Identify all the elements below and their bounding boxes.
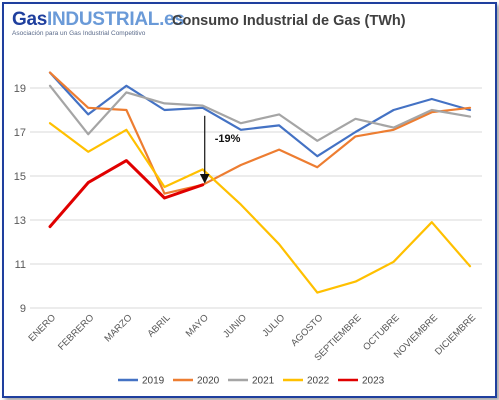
logo-text-gas: Gas bbox=[12, 9, 48, 30]
series-line-2020 bbox=[48, 71, 472, 195]
logo-tagline: Asociación para un Gas Industrial Compet… bbox=[12, 30, 146, 37]
x-tick-label: MARZO bbox=[102, 312, 134, 344]
x-tick-label: JUNIO bbox=[221, 312, 249, 340]
logo-wordmark: GasINDUSTRIAL.es bbox=[12, 10, 185, 29]
logo-text-industrial: INDUSTRIAL.es bbox=[47, 9, 185, 30]
chart-title: Consumo Industrial de Gas (TWh) bbox=[172, 13, 406, 29]
x-tick-label: DICIEMBRE bbox=[433, 312, 478, 357]
logo: GasINDUSTRIAL.es Asociación para un Gas … bbox=[12, 10, 185, 38]
legend-label-2020: 2020 bbox=[197, 376, 220, 387]
x-tick-label: ABRIL bbox=[145, 312, 172, 339]
legend-label-2021: 2021 bbox=[252, 376, 275, 387]
x-tick-label: FEBRERO bbox=[56, 312, 96, 352]
y-tick-label: 17 bbox=[14, 127, 26, 139]
y-tick-label: 15 bbox=[14, 171, 26, 183]
y-tick-label: 19 bbox=[14, 83, 26, 95]
x-tick-label: OCTUBRE bbox=[361, 312, 402, 353]
annotation-label: -19% bbox=[215, 133, 241, 145]
x-tick-label: JULIO bbox=[260, 312, 287, 339]
x-tick-label: ENERO bbox=[26, 312, 58, 344]
y-tick-label: 13 bbox=[14, 215, 26, 227]
series-line-2023 bbox=[48, 159, 205, 229]
series-line-2022 bbox=[48, 122, 472, 294]
legend-label-2019: 2019 bbox=[142, 376, 165, 387]
x-tick-label: MAYO bbox=[184, 312, 211, 339]
x-tick-label: AGOSTO bbox=[289, 312, 325, 348]
y-tick-label: 9 bbox=[20, 303, 26, 315]
series-line-2021 bbox=[48, 84, 472, 142]
legend-label-2023: 2023 bbox=[362, 376, 385, 387]
series-line-2019 bbox=[48, 71, 472, 158]
y-tick-label: 11 bbox=[15, 259, 26, 271]
legend-label-2022: 2022 bbox=[307, 376, 330, 387]
